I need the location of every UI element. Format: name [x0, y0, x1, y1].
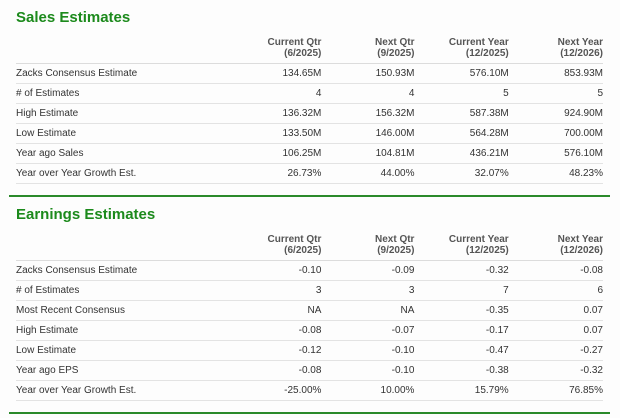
table-row: High Estimate -0.08 -0.07 -0.17 0.07 [16, 320, 603, 341]
header-next-qtr: Next Qtr (9/2025) [321, 234, 415, 261]
section-divider [9, 195, 610, 197]
cell-value: 5 [414, 83, 509, 104]
row-label: Year over Year Growth Est. [16, 380, 244, 401]
sales-estimates-title: Sales Estimates [16, 9, 131, 26]
cell-value: 924.90M [508, 103, 603, 124]
cell-value: 0.07 [508, 320, 603, 341]
table-row: Low Estimate 133.50M 146.00M 564.28M 700… [16, 123, 603, 144]
header-blank [16, 234, 244, 261]
header-current-year: Current Year (12/2025) [414, 234, 509, 261]
sales-estimates-section: Sales Estimates Current Qtr (6/2025) Next… [9, 7, 610, 184]
row-label: Year over Year Growth Est. [16, 163, 244, 184]
cell-value: -0.27 [508, 340, 603, 361]
row-label: High Estimate [16, 103, 244, 124]
cell-value: 4 [321, 83, 415, 104]
row-label: Year ago EPS [16, 360, 244, 381]
table-row: Most Recent Consensus NA NA -0.35 0.07 [16, 300, 603, 321]
table-row: Low Estimate -0.12 -0.10 -0.47 -0.27 [16, 340, 603, 361]
cell-value: -0.07 [321, 320, 415, 341]
cell-value: 564.28M [414, 123, 509, 144]
cell-value: 136.32M [243, 103, 322, 124]
cell-value: 150.93M [321, 63, 415, 84]
cell-value: -0.08 [508, 260, 603, 281]
table-row: Zacks Consensus Estimate 134.65M 150.93M… [16, 63, 603, 84]
cell-value: -25.00% [243, 380, 322, 401]
table-header-row: Current Qtr (6/2025) Next Qtr (9/2025) Cur… [16, 37, 603, 64]
cell-value: 3 [321, 280, 415, 301]
table-header-row: Current Qtr (6/2025) Next Qtr (9/2025) Cur… [16, 234, 603, 261]
cell-value: 76.85% [508, 380, 603, 401]
row-label: Zacks Consensus Estimate [16, 63, 244, 84]
cell-value: -0.08 [243, 320, 322, 341]
cell-value: 10.00% [321, 380, 415, 401]
table-row: Year ago EPS -0.08 -0.10 -0.38 -0.32 [16, 360, 603, 381]
cell-value: -0.32 [414, 260, 509, 281]
cell-value: 576.10M [414, 63, 509, 84]
earnings-estimates-title: Earnings Estimates [16, 206, 156, 223]
cell-value: NA [243, 300, 322, 321]
row-label: Zacks Consensus Estimate [16, 260, 244, 281]
cell-value: 4 [243, 83, 322, 104]
header-next-year: Next Year (12/2026) [508, 37, 603, 64]
cell-value: 7 [414, 280, 509, 301]
table-row: Year over Year Growth Est. 26.73% 44.00%… [16, 163, 603, 184]
row-label: # of Estimates [16, 280, 244, 301]
cell-value: 26.73% [243, 163, 322, 184]
header-next-qtr: Next Qtr (9/2025) [321, 37, 415, 64]
header-current-qtr: Current Qtr (6/2025) [243, 234, 322, 261]
table-row: Year over Year Growth Est. -25.00% 10.00… [16, 380, 603, 401]
cell-value: 587.38M [414, 103, 509, 124]
cell-value: 106.25M [243, 143, 322, 164]
table-row: Zacks Consensus Estimate -0.10 -0.09 -0.… [16, 260, 603, 281]
cell-value: 3 [243, 280, 322, 301]
cell-value: -0.08 [243, 360, 322, 381]
header-blank [16, 37, 244, 64]
cell-value: -0.10 [321, 360, 415, 381]
cell-value: 134.65M [243, 63, 322, 84]
cell-value: 853.93M [508, 63, 603, 84]
cell-value: 6 [508, 280, 603, 301]
cell-value: 48.23% [508, 163, 603, 184]
cell-value: -0.35 [414, 300, 509, 321]
header-current-year: Current Year (12/2025) [414, 37, 509, 64]
row-label: Low Estimate [16, 123, 244, 144]
cell-value: -0.32 [508, 360, 603, 381]
header-next-year: Next Year (12/2026) [508, 234, 603, 261]
table-row: # of Estimates 4 4 5 5 [16, 83, 603, 104]
cell-value: 5 [508, 83, 603, 104]
cell-value: -0.12 [243, 340, 322, 361]
cell-value: 700.00M [508, 123, 603, 144]
earnings-estimates-table: Current Qtr (6/2025) Next Qtr (9/2025) Cur… [16, 234, 603, 401]
row-label: Most Recent Consensus [16, 300, 244, 321]
cell-value: 436.21M [414, 143, 509, 164]
row-label: Year ago Sales [16, 143, 244, 164]
row-label: High Estimate [16, 320, 244, 341]
cell-value: NA [321, 300, 415, 321]
table-row: High Estimate 136.32M 156.32M 587.38M 92… [16, 103, 603, 124]
cell-value: 146.00M [321, 123, 415, 144]
cell-value: 15.79% [414, 380, 509, 401]
cell-value: 576.10M [508, 143, 603, 164]
cell-value: -0.47 [414, 340, 509, 361]
table-row: Year ago Sales 106.25M 104.81M 436.21M 5… [16, 143, 603, 164]
sales-estimates-table: Current Qtr (6/2025) Next Qtr (9/2025) Cur… [16, 37, 603, 184]
cell-value: 32.07% [414, 163, 509, 184]
cell-value: 133.50M [243, 123, 322, 144]
section-divider-bottom [9, 412, 610, 414]
row-label: Low Estimate [16, 340, 244, 361]
header-current-qtr: Current Qtr (6/2025) [243, 37, 322, 64]
cell-value: -0.10 [321, 340, 415, 361]
cell-value: 44.00% [321, 163, 415, 184]
row-label: # of Estimates [16, 83, 244, 104]
earnings-estimates-section: Earnings Estimates Current Qtr (6/2025) N… [9, 204, 610, 401]
cell-value: 0.07 [508, 300, 603, 321]
cell-value: -0.38 [414, 360, 509, 381]
cell-value: -0.17 [414, 320, 509, 341]
cell-value: 104.81M [321, 143, 415, 164]
cell-value: 156.32M [321, 103, 415, 124]
cell-value: -0.09 [321, 260, 415, 281]
table-row: # of Estimates 3 3 7 6 [16, 280, 603, 301]
cell-value: -0.10 [243, 260, 322, 281]
